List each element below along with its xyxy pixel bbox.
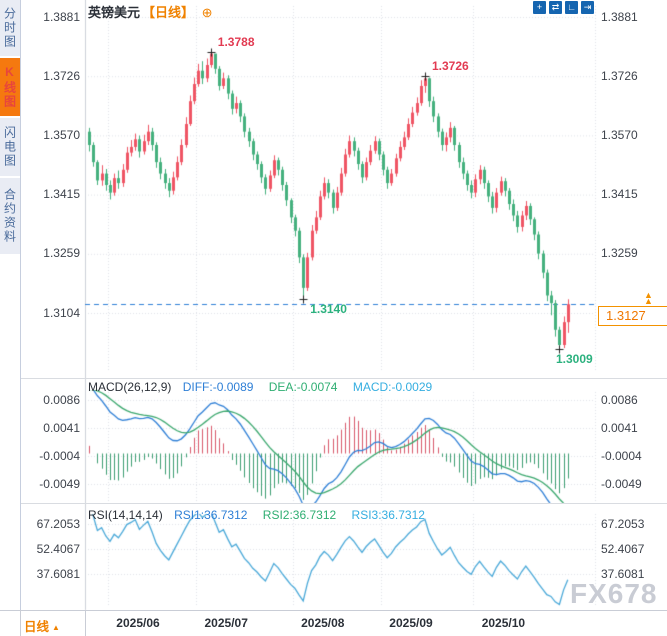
rsi-tick-right: 52.4067 [601, 542, 645, 556]
crosshair-tool-icon[interactable]: + [533, 1, 546, 14]
price-tick-right: 1.3259 [601, 246, 638, 260]
pan-right-icon[interactable]: ⇥ [581, 1, 594, 14]
high-price-label: 1.3726 [432, 59, 469, 74]
period-tag: 【日线】 [142, 5, 195, 20]
period-selector-button[interactable]: 日线 ▲ [0, 616, 84, 635]
x-tick: 2025/09 [389, 616, 433, 630]
price-tick-right: 1.3415 [601, 187, 638, 201]
sidebar-tab-contract-info[interactable]: 合约资料 [0, 178, 20, 254]
rsi1-value: RSI1:36.7312 [174, 508, 248, 522]
rsi3-value: RSI3:36.7312 [351, 508, 425, 522]
symbol-name: 英镑美元 [88, 5, 141, 20]
rsi2-value: RSI2:36.7312 [262, 508, 337, 522]
x-tick: 2025/08 [301, 616, 345, 630]
macd-tick-right: 0.0086 [601, 393, 638, 407]
price-tick-left: 1.3104 [43, 306, 80, 320]
price-tick-left: 1.3726 [43, 69, 80, 83]
dropdown-arrow-icon: ▲ [52, 623, 60, 632]
macd-tick-right: -0.0004 [601, 449, 642, 463]
chart-header: 英镑美元 【日线】 ⊕ [88, 2, 213, 21]
rsi-tick-left: 52.4067 [36, 542, 80, 556]
price-tick-left: 1.3415 [43, 187, 80, 201]
divider [20, 611, 21, 636]
fx678-watermark: FX678 [570, 578, 658, 609]
macd-tick-right: 0.0041 [601, 421, 638, 435]
price-tick-right: 1.3726 [601, 69, 638, 83]
divider [85, 611, 86, 636]
rsi-params: RSI(14,14,14) [88, 508, 163, 522]
price-tick-left: 1.3570 [43, 128, 80, 142]
sidebar-tab-time-chart[interactable]: 分时图 [0, 0, 20, 56]
alert-up-arrow-icon: ▲ [644, 296, 653, 307]
price-tick-right: 1.3570 [601, 128, 638, 142]
low-price-label: 1.3009 [556, 352, 593, 367]
macd-dea-value: DEA:-0.0074 [268, 380, 338, 394]
macd-diff-value: DIFF:-0.0089 [182, 380, 254, 394]
macd-params: MACD(26,12,9) [88, 380, 172, 394]
sidebar-tab-lightning-chart[interactable]: 闪电图 [0, 118, 20, 176]
low-price-label: 1.3140 [310, 302, 347, 317]
x-tick: 2025/10 [481, 616, 526, 630]
macd-tick-left: 0.0041 [43, 421, 80, 435]
rsi-header: RSI(14,14,14) RSI1:36.7312 RSI2:36.7312 … [88, 508, 425, 522]
settings-icon[interactable]: ⊕ [201, 5, 213, 20]
alert-up-arrow-icon: ▲ [644, 290, 653, 301]
macd-tick-left: 0.0086 [43, 393, 80, 407]
rsi-tick-right: 37.6081 [601, 567, 645, 581]
high-price-label: 1.3788 [217, 35, 255, 50]
price-tick-left: 1.3881 [43, 10, 80, 24]
x-axis-bar: 日线 ▲ 2025/06 2025/07 2025/08 2025/09 2025… [0, 610, 667, 636]
price-alert-icon[interactable]: ▲ ▲ [644, 290, 653, 307]
sidebar-tab-kline-chart[interactable]: K线图 [0, 58, 20, 116]
rsi-tick-left: 37.6081 [36, 567, 80, 581]
rsi-tick-left: 67.2053 [36, 517, 80, 531]
macd-tick-right: -0.0049 [601, 477, 642, 491]
x-tick: 2025/07 [204, 616, 248, 630]
rsi-tick-right: 67.2053 [601, 517, 645, 531]
chart-toolbar: + ⇄ ∟ ⇥ [533, 1, 594, 14]
x-tick: 2025/06 [116, 616, 160, 630]
period-selector-label: 日线 [24, 620, 50, 634]
price-tick-left: 1.3259 [43, 246, 80, 260]
pane-divider [20, 503, 667, 504]
horizontal-zoom-icon[interactable]: ⇄ [549, 1, 562, 14]
macd-tick-left: -0.0004 [39, 449, 80, 463]
macd-macd-value: MACD:-0.0029 [352, 380, 433, 394]
current-price-tag: 1.3127 [598, 306, 667, 327]
axis-scale-icon[interactable]: ∟ [565, 1, 578, 14]
sidebar: 分时图 K线图 闪电图 合约资料 [0, 0, 21, 610]
macd-tick-left: -0.0049 [39, 477, 80, 491]
pane-divider [20, 378, 667, 379]
macd-header: MACD(26,12,9) DIFF:-0.0089 DEA:-0.0074 M… [88, 380, 432, 394]
price-tick-right: 1.3881 [601, 10, 638, 24]
